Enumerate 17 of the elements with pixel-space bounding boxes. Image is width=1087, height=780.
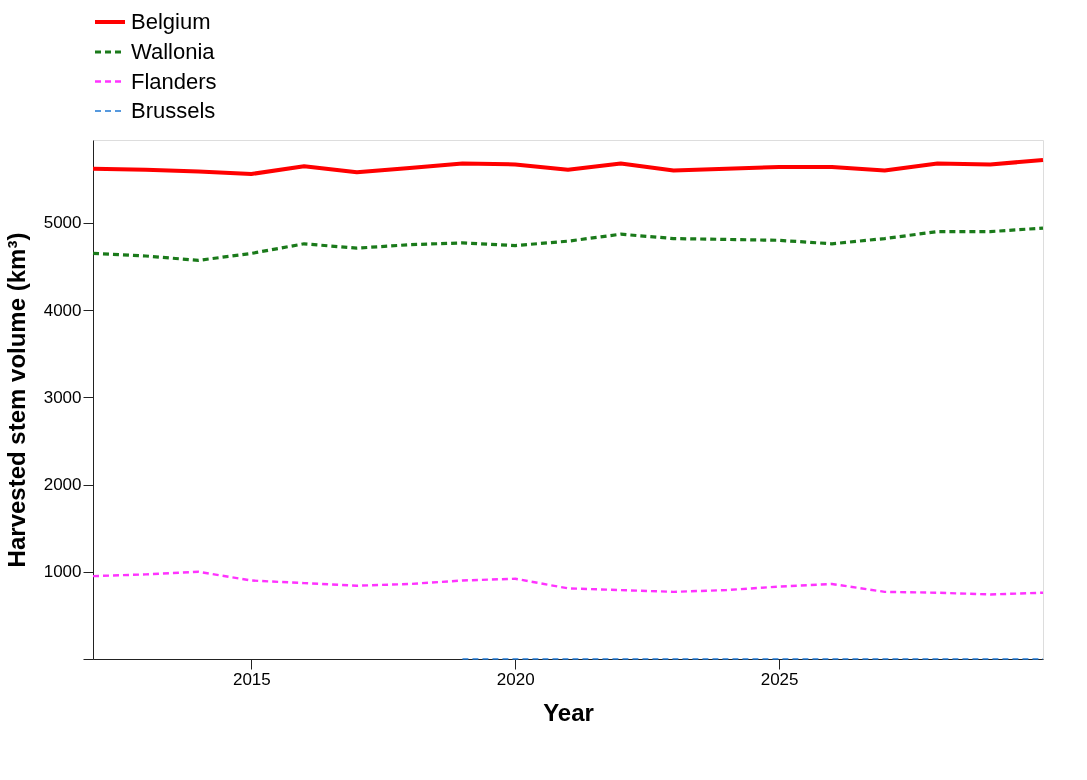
legend-label: Brussels	[131, 98, 216, 123]
y-tick-label: 3000	[43, 387, 82, 407]
x-axis-title: Year	[543, 698, 594, 726]
line-series	[91, 226, 1045, 262]
y-tick-label: 4000	[43, 300, 82, 320]
legend-label: Wallonia	[131, 39, 216, 64]
y-tick-label: 5000	[43, 213, 82, 233]
line-series	[91, 570, 1045, 596]
y-tick-label: 2000	[43, 475, 82, 495]
legend-label: Belgium	[131, 9, 211, 34]
x-tick-label: 2025	[760, 669, 799, 689]
x-tick-label: 2020	[496, 669, 535, 689]
legend-label: Flanders	[131, 68, 217, 94]
x-tick-label: 2015	[232, 669, 271, 689]
y-tick-label: 1000	[43, 562, 82, 582]
line-series	[91, 158, 1045, 177]
y-axis-title: Harvested stem volume (km³)	[2, 232, 30, 568]
